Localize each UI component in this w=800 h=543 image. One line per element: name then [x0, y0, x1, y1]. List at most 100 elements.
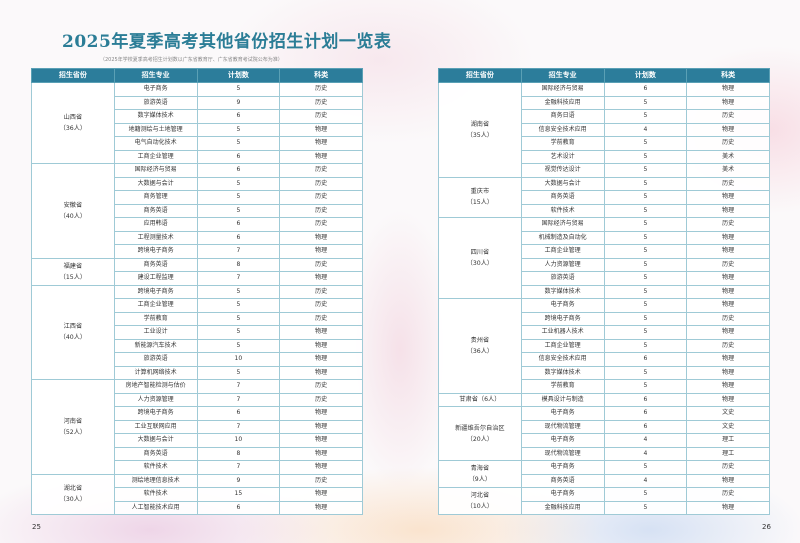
count-cell: 5 [196, 284, 281, 299]
category-cell: 物理 [686, 244, 770, 259]
count-cell: 5 [196, 365, 281, 380]
category-cell: 物理 [686, 298, 770, 313]
enrollment-table-left: 招生省份 招生专业 计划数 科类 山西省 （36人） 电子商务 5 历史 旅游英语 9 历史数… [31, 68, 363, 515]
major-cell: 电子商务 [520, 460, 605, 475]
major-cell: 数字媒体技术 [113, 109, 198, 124]
province-name: 河南省 [63, 417, 83, 425]
major-cell: 信息安全技术应用 [520, 352, 605, 367]
category-cell: 物理 [279, 338, 363, 353]
category-cell: 历史 [686, 109, 770, 124]
major-cell: 电气自动化技术 [113, 136, 198, 151]
major-cell: 视觉传达设计 [520, 163, 605, 178]
major-cell: 电子商务 [520, 406, 605, 421]
count-cell: 6 [603, 82, 688, 97]
table-row: 安徽省 （40人） 国际经济与贸易 6 历史 [31, 163, 363, 259]
category-cell: 物理 [279, 433, 363, 448]
province-name: 福建省 [63, 262, 83, 270]
count-cell: 6 [196, 500, 281, 515]
province-cell: 四川省 （30人） [438, 217, 522, 299]
count-cell: 5 [603, 460, 688, 475]
count-cell: 4 [603, 446, 688, 461]
province-total: （40人） [59, 212, 87, 220]
category-cell: 物理 [686, 379, 770, 394]
count-cell: 5 [196, 203, 281, 218]
count-cell: 6 [603, 352, 688, 367]
table-row: 跨境电子商务 7 物理 [32, 244, 363, 259]
count-cell: 5 [603, 365, 688, 380]
table-row: 学前教育 5 物理 [439, 379, 770, 394]
category-cell: 历史 [279, 284, 363, 299]
category-cell: 物理 [279, 406, 363, 421]
major-cell: 金融科技应用 [520, 95, 605, 110]
count-cell: 4 [603, 473, 688, 488]
count-cell: 5 [603, 109, 688, 124]
major-cell: 软件技术 [113, 487, 198, 502]
major-cell: 学前教育 [520, 136, 605, 151]
province-cell: 江西省 （40人） [31, 284, 115, 380]
major-cell: 工商企业管理 [113, 149, 198, 164]
major-cell: 商务英语 [520, 473, 605, 488]
table-row: 地籍测绘与土地管理 5 物理 [32, 122, 363, 137]
column-header-count: 计划数 [603, 68, 688, 83]
table-row: 贵州省 （36人） 电子商务 5 物理 [438, 298, 770, 394]
major-cell: 工业互联网应用 [113, 419, 198, 434]
category-cell: 历史 [279, 176, 363, 191]
category-cell: 物理 [279, 487, 363, 502]
column-header-major: 招生专业 [113, 68, 198, 83]
major-cell: 软件技术 [113, 460, 198, 475]
province-total: （20人） [466, 435, 494, 443]
table-row: 甘肃省（6人） 模具设计与制造 6 物理 [438, 392, 770, 407]
major-cell: 大数据与会计 [520, 176, 605, 191]
province-total: （10人） [466, 503, 494, 510]
count-cell: 5 [196, 311, 281, 326]
table-row: 机械制造及自动化 5 物理 [439, 230, 770, 245]
major-cell: 工程测量技术 [113, 230, 198, 245]
table-row: 工程测量技术 6 物理 [32, 230, 363, 245]
category-cell: 物理 [686, 122, 770, 137]
category-cell: 文史 [686, 406, 770, 421]
major-cell: 信息安全技术应用 [520, 122, 605, 137]
table-row: 工商企业管理 5 历史 [32, 298, 363, 313]
major-cell: 应用韩语 [113, 217, 198, 232]
table-row: 山西省 （36人） 电子商务 5 历史 [31, 82, 363, 164]
table-row: 旅游英语 10 物理 [32, 352, 363, 367]
count-cell: 8 [196, 257, 281, 272]
table-row: 人力资源管理 5 历史 [439, 257, 770, 272]
category-cell: 物理 [279, 460, 363, 475]
count-cell: 15 [196, 487, 281, 502]
major-cell: 电子商务 [520, 487, 605, 502]
category-cell: 物理 [279, 446, 363, 461]
column-header-category: 科类 [686, 68, 770, 83]
table-row: 电气自动化技术 5 物理 [32, 136, 363, 151]
count-cell: 5 [603, 136, 688, 151]
category-cell: 物理 [686, 352, 770, 367]
count-cell: 5 [603, 163, 688, 178]
province-total: （30人） [466, 260, 494, 267]
province-total: （9人） [468, 476, 492, 483]
count-cell: 5 [603, 311, 688, 326]
category-cell: 理工 [686, 446, 770, 461]
table-row: 数字媒体技术 5 物理 [439, 365, 770, 380]
major-cell: 商务管理 [113, 190, 198, 205]
major-cell: 测绘地理信息技术 [113, 473, 198, 488]
count-cell: 5 [603, 149, 688, 164]
category-cell: 物理 [279, 230, 363, 245]
major-cell: 人力资源管理 [113, 392, 198, 407]
category-cell: 物理 [686, 500, 770, 515]
province-total: （36人） [466, 347, 494, 355]
province-cell: 福建省 （15人） [31, 257, 115, 286]
province-name: 江西省 [63, 323, 83, 331]
table-row: 跨境电子商务 5 历史 [439, 311, 770, 326]
category-cell: 历史 [279, 163, 363, 178]
province-name: 甘肃省（6人） [459, 396, 501, 404]
major-cell: 旅游英语 [520, 271, 605, 286]
major-cell: 数字媒体技术 [520, 284, 605, 299]
province-cell: 青海省 （9人） [438, 460, 522, 488]
table-row: 工商企业管理 5 物理 [439, 244, 770, 259]
province-cell: 甘肃省（6人） [438, 392, 522, 407]
major-cell: 工商企业管理 [520, 244, 605, 259]
category-cell: 物理 [686, 392, 770, 407]
province-total: （15人） [59, 273, 87, 281]
count-cell: 6 [196, 109, 281, 124]
major-cell: 大数据与会计 [113, 433, 198, 448]
